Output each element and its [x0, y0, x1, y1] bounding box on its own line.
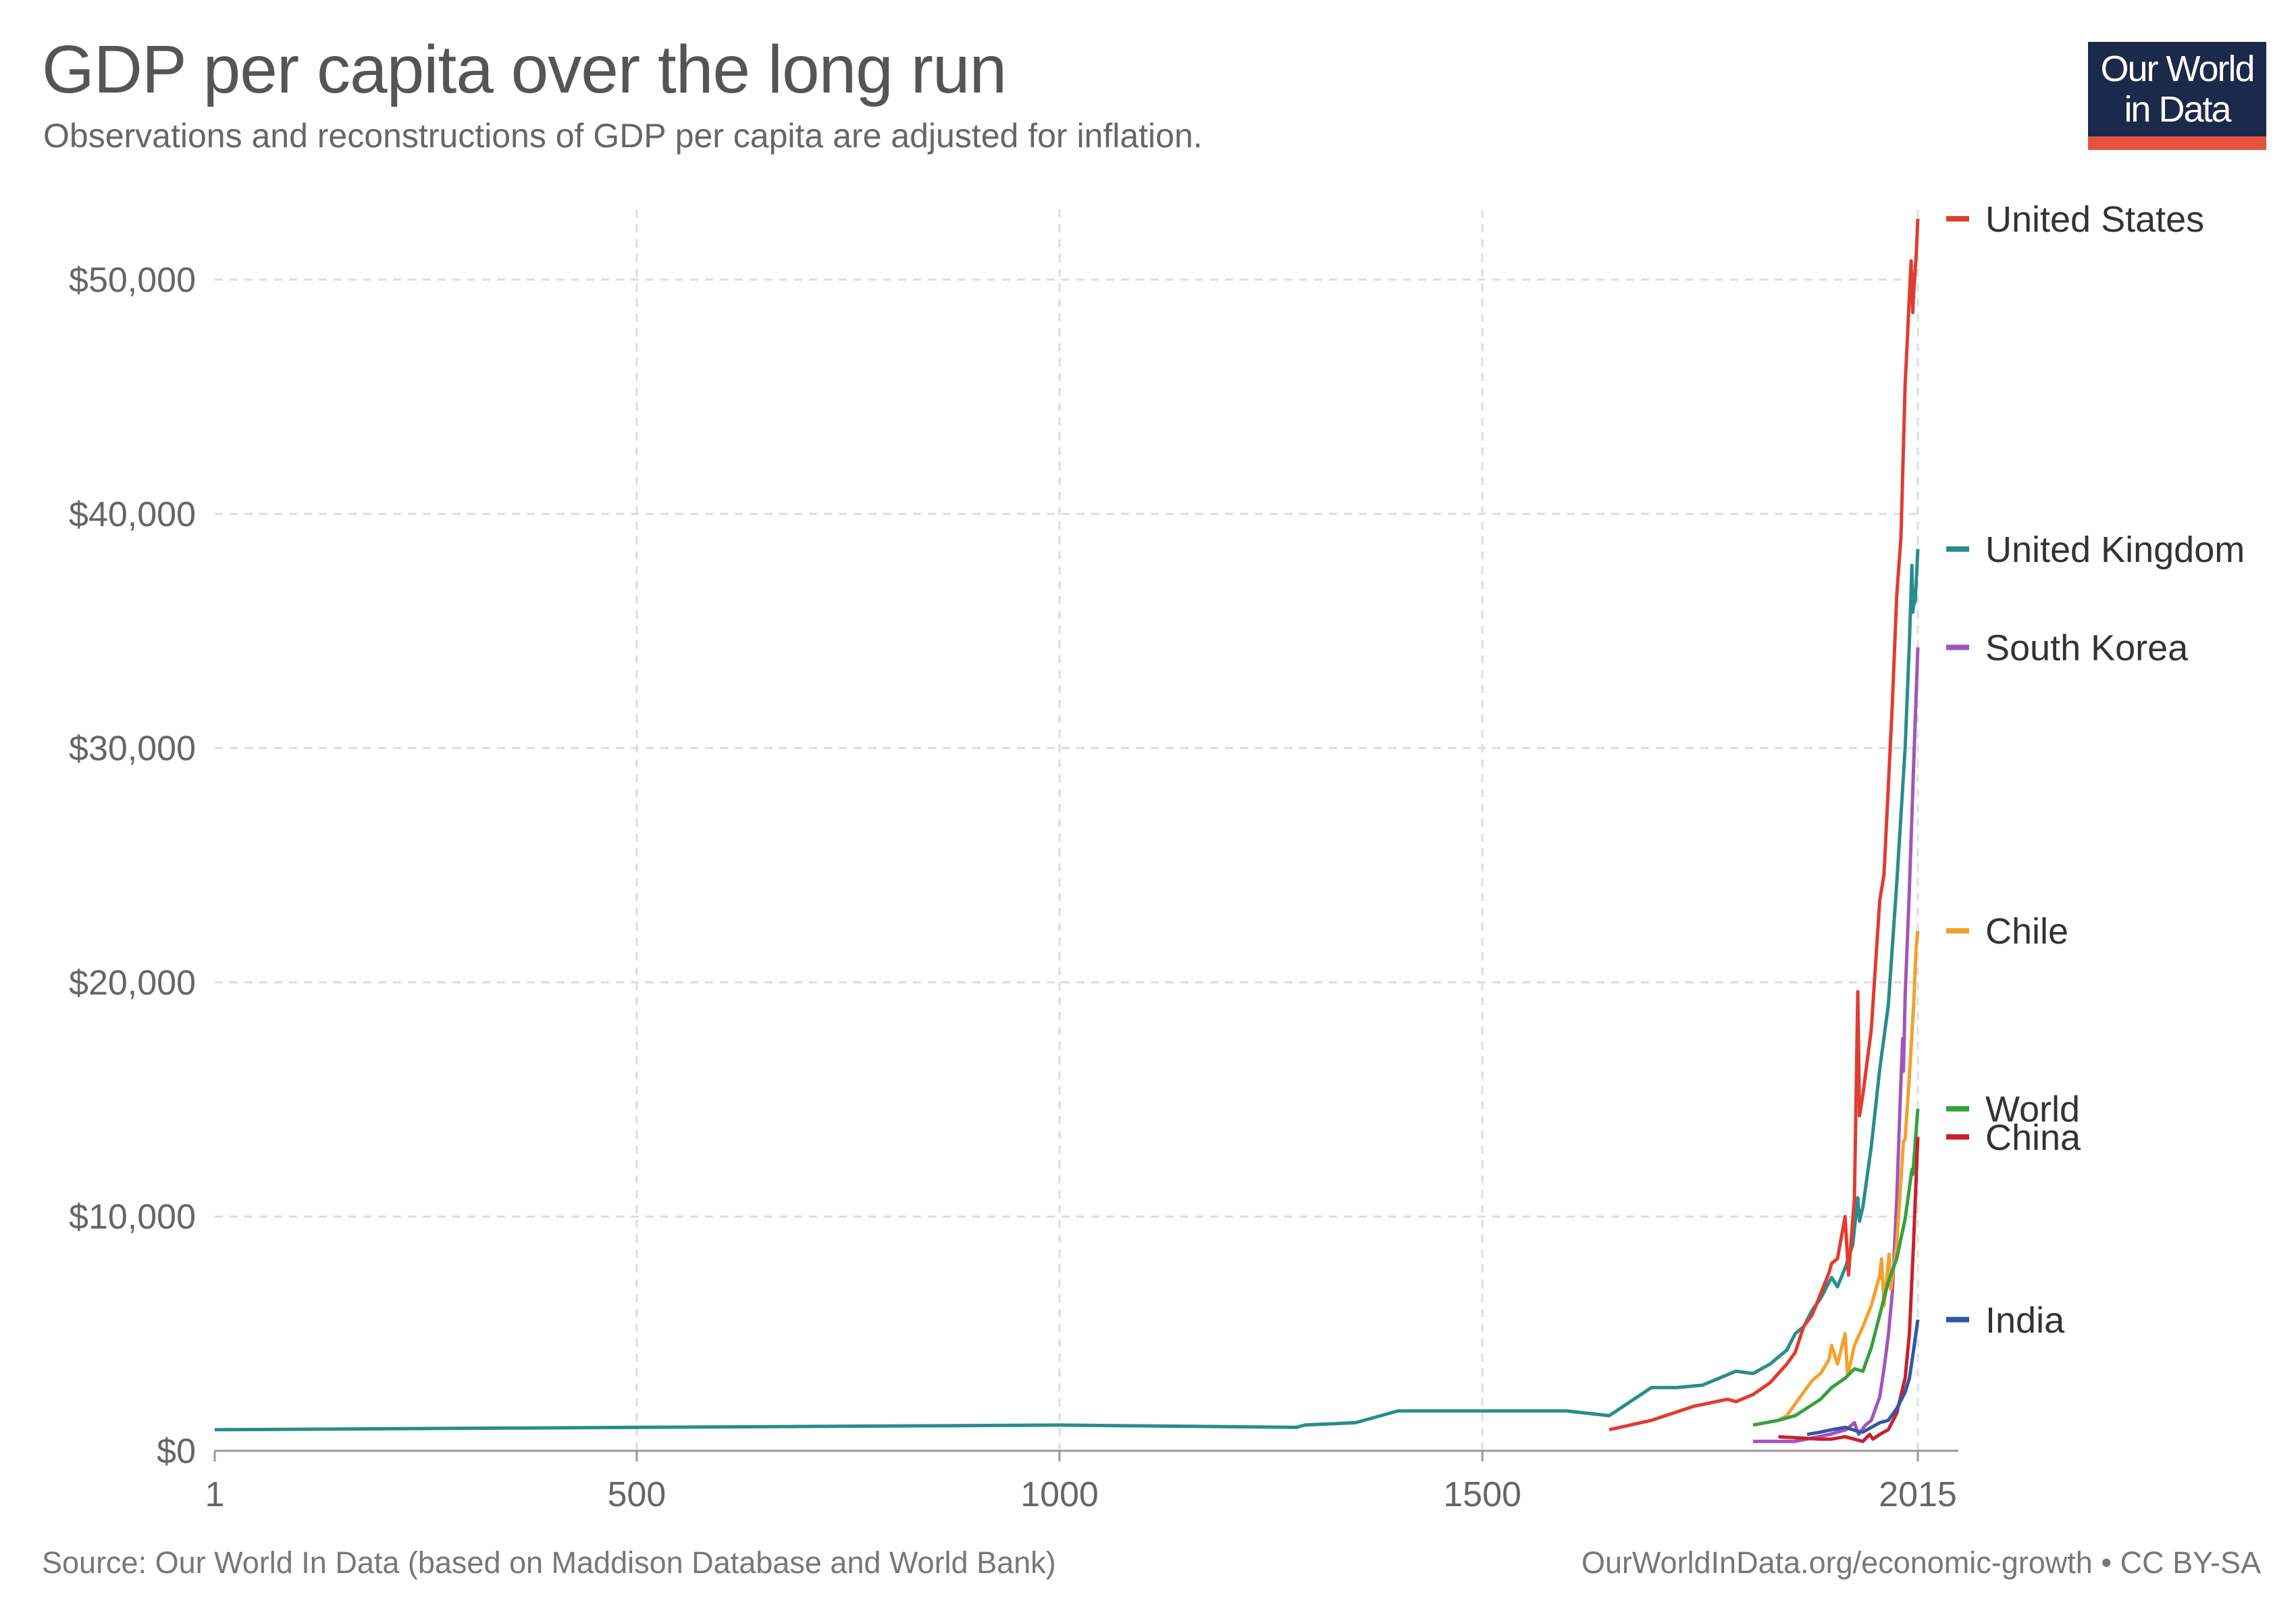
y-tick-label: $30,000: [69, 729, 196, 769]
x-tick-label: 1000: [1020, 1475, 1099, 1514]
legend-label-china[interactable]: China: [1985, 1117, 2081, 1158]
legend-label-south-korea[interactable]: South Korea: [1985, 628, 2189, 669]
legend-layer: United Kingdom United States South Korea Ch…: [1946, 199, 2245, 1341]
x-tick-label: 2015: [1879, 1475, 1957, 1514]
series-line-united-states[interactable]: [1609, 218, 1920, 1432]
source-note: Source: Our World In Data (based on Madd…: [42, 1545, 1056, 1580]
y-tick-label: $20,000: [69, 963, 196, 1002]
series-line-india[interactable]: [1806, 1319, 1920, 1437]
chart-title: GDP per capita over the long run: [42, 32, 1007, 107]
legend-label-world[interactable]: World: [1985, 1089, 2080, 1130]
y-tick-label: $0: [157, 1432, 196, 1471]
legend-label-united-states[interactable]: United States: [1985, 199, 2204, 240]
legend-label-india[interactable]: India: [1985, 1300, 2065, 1341]
credit-link[interactable]: OurWorldInData.org/economic-growth • CC …: [1581, 1545, 2261, 1580]
series-layer: [214, 218, 1920, 1443]
owid-logo[interactable]: Our World in Data: [2088, 42, 2266, 150]
chart-subtitle: Observations and reconstructions of GDP …: [43, 117, 1203, 155]
series-line-china[interactable]: [1778, 1137, 1920, 1443]
series-line-chile[interactable]: [1777, 930, 1920, 1422]
series-line-south-korea[interactable]: [1752, 647, 1920, 1443]
logo-accent-stripe: [2088, 136, 2266, 150]
y-tick-label: $10,000: [69, 1198, 196, 1237]
logo-line-2: in Data: [2124, 89, 2231, 130]
logo-line-1: Our World: [2100, 49, 2255, 89]
x-tick-label: 1500: [1443, 1475, 1521, 1514]
series-line-united-kingdom[interactable]: [214, 548, 1920, 1432]
y-tick-label: $50,000: [69, 261, 196, 300]
series-line-world[interactable]: [1752, 1108, 1920, 1427]
legend-label-united-kingdom[interactable]: United Kingdom: [1985, 530, 2245, 570]
x-tick-label: 500: [607, 1475, 666, 1514]
legend-label-chile[interactable]: Chile: [1985, 911, 2068, 952]
x-tick-label: 1: [205, 1475, 225, 1514]
y-tick-label: $40,000: [69, 495, 196, 534]
grid-layer: [215, 209, 1919, 1451]
